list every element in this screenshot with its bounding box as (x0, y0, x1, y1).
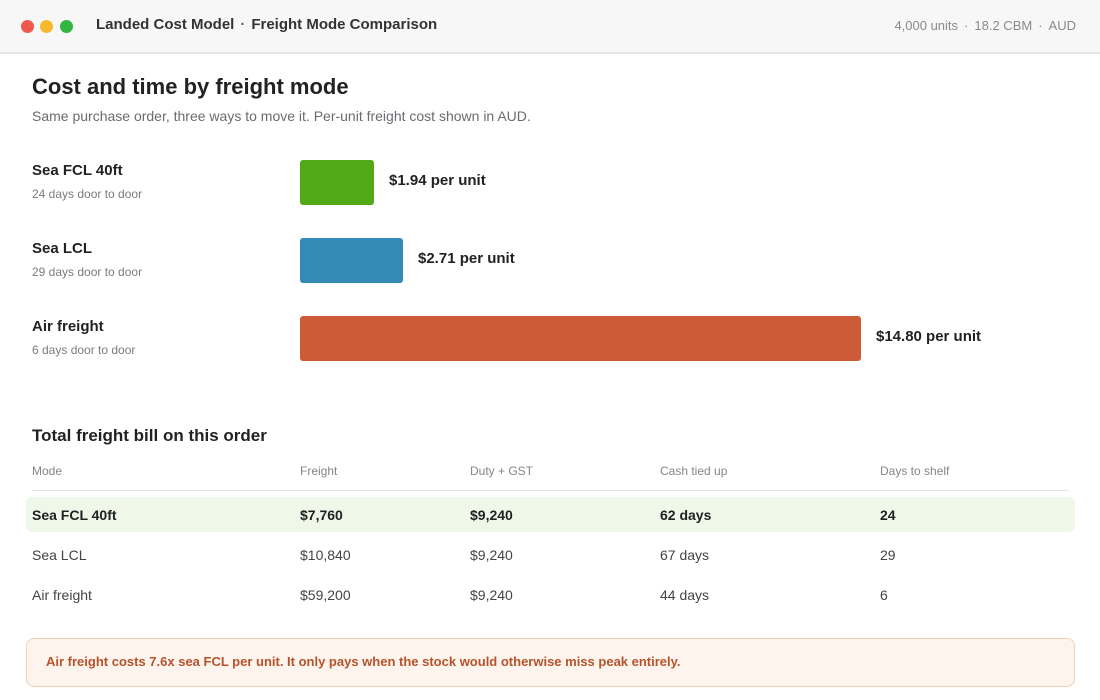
bar-value-label: $1.94 per unit (389, 172, 486, 189)
chart-row-sea-lcl: Sea LCL 29 days door to door $2.71 per u… (0, 238, 1100, 298)
cell-days: 6 (880, 587, 888, 603)
mode-transit-time: 29 days door to door (32, 265, 143, 279)
mode-label: Sea FCL 40ft (32, 162, 123, 179)
cell-mode: Air freight (32, 587, 92, 603)
cell-freight: $7,760 (300, 507, 343, 523)
chart-row-air: Air freight 6 days door to door $14.80 p… (0, 316, 1100, 376)
cell-freight: $10,840 (300, 547, 351, 563)
cell-mode: Sea FCL 40ft (32, 507, 117, 523)
minimize-window-button[interactable] (40, 20, 53, 33)
bar-value-label: $14.80 per unit (876, 328, 982, 345)
cell-duty: $9,240 (470, 507, 513, 523)
column-header-duty: Duty + GST (470, 464, 534, 478)
chart-row-sea-fcl: Sea FCL 40ft 24 days door to door $1.94 … (0, 160, 1100, 220)
title-separator: · (240, 16, 246, 33)
table-header: Mode Freight Duty + GST Cash tied up Day… (32, 464, 1068, 491)
insight-callout: Air freight costs 7.6x sea FCL per unit.… (26, 638, 1075, 687)
order-meta: 4,000 units · 18.2 CBM · AUD (894, 18, 1076, 33)
column-header-days: Days to shelf (880, 464, 950, 478)
close-window-button[interactable] (21, 20, 34, 33)
cell-cash: 67 days (660, 547, 710, 563)
bar-air-freight (300, 316, 861, 361)
maximize-window-button[interactable] (60, 20, 73, 33)
title-bar: Landed Cost Model · Freight Mode Compariso… (0, 0, 1100, 54)
cell-duty: $9,240 (470, 547, 513, 563)
table-title: Total freight bill on this order (32, 426, 267, 445)
cell-freight: $59,200 (300, 587, 351, 603)
bar-value-label: $2.71 per unit (418, 250, 515, 267)
bar-sea-lcl (300, 238, 403, 283)
column-header-mode: Mode (32, 464, 63, 478)
insight-text: Air freight costs 7.6x sea FCL per unit.… (46, 654, 681, 669)
cell-days: 24 (880, 507, 896, 523)
mode-label: Sea LCL (32, 240, 93, 257)
meta-currency: AUD (1048, 18, 1076, 33)
column-header-cash: Cash tied up (660, 464, 728, 478)
meta-separator: · (964, 18, 969, 33)
cell-cash: 62 days (660, 507, 712, 523)
app-title: Landed Cost Model (96, 16, 235, 33)
mode-transit-time: 24 days door to door (32, 187, 143, 201)
table-row: Air freight $59,200 $9,240 44 days 6 (26, 577, 1075, 612)
meta-units: 4,000 units (894, 18, 959, 33)
cell-days: 29 (880, 547, 896, 563)
table-row: Sea LCL $10,840 $9,240 67 days 29 (26, 537, 1075, 572)
cell-mode: Sea LCL (32, 547, 87, 563)
mode-transit-time: 6 days door to door (32, 343, 136, 357)
column-header-freight: Freight (300, 464, 338, 478)
mode-label: Air freight (32, 318, 104, 335)
cell-duty: $9,240 (470, 587, 513, 603)
view-title: Freight Mode Comparison (251, 16, 438, 33)
page-title: Cost and time by freight mode (32, 74, 349, 99)
cell-cash: 44 days (660, 587, 710, 603)
window-title: Landed Cost Model · Freight Mode Compariso… (96, 16, 437, 33)
table-row: Sea FCL 40ft $7,760 $9,240 62 days 24 (26, 497, 1075, 532)
bar-sea-fcl (300, 160, 374, 205)
page-subtitle: Same purchase order, three ways to move … (32, 108, 531, 124)
meta-volume: 18.2 CBM (974, 18, 1033, 33)
meta-separator: · (1038, 18, 1043, 33)
